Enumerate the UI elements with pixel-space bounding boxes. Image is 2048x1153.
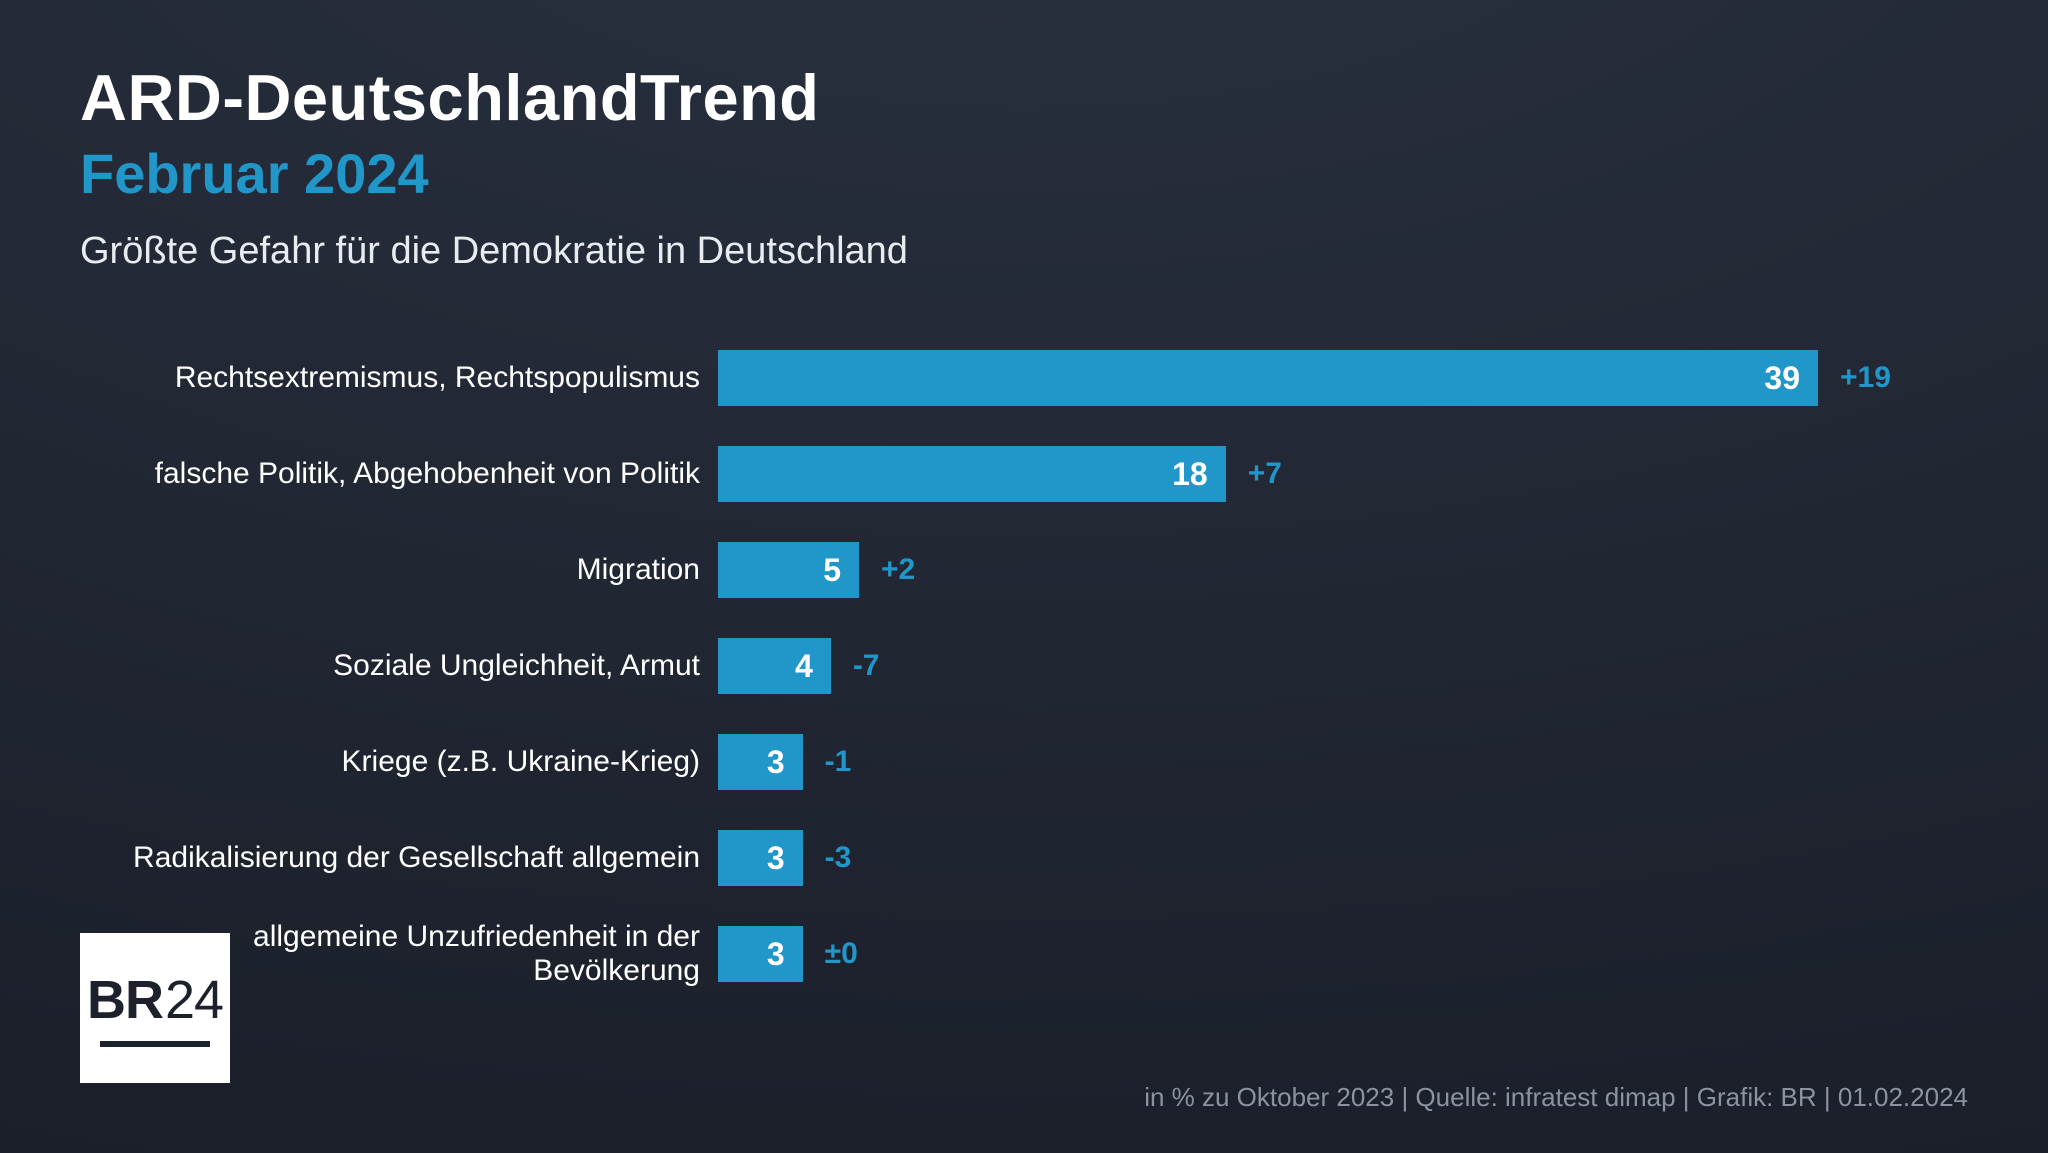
bar-track: 18+7 — [718, 446, 1968, 502]
bar: 3 — [718, 830, 803, 886]
bar-label: Rechtsextremismus, Rechtspopulismus — [80, 361, 718, 395]
bar: 3 — [718, 734, 803, 790]
chart-description: Größte Gefahr für die Demokratie in Deut… — [80, 230, 908, 273]
bar-label: Migration — [80, 553, 718, 587]
bar-label: Kriege (z.B. Ukraine-Krieg) — [80, 745, 718, 779]
bar: 39 — [718, 350, 1818, 406]
bar-track: 5+2 — [718, 542, 1968, 598]
logo-text: BR24 — [87, 969, 223, 1031]
bar-track: 3-1 — [718, 734, 1968, 790]
subtitle: Februar 2024 — [80, 141, 908, 206]
infographic-canvas: ARD-DeutschlandTrend Februar 2024 Größte… — [0, 0, 2048, 1153]
header: ARD-DeutschlandTrend Februar 2024 Größte… — [80, 60, 908, 273]
bar-label: Radikalisierung der Gesellschaft allgeme… — [80, 841, 718, 875]
bar-chart: Rechtsextremismus, Rechtspopulismus39+19… — [80, 350, 1968, 1022]
bar: 4 — [718, 638, 831, 694]
br24-logo: BR24 — [80, 933, 230, 1083]
delta-label: +19 — [1818, 350, 1891, 406]
bar-label: Soziale Ungleichheit, Armut — [80, 649, 718, 683]
delta-label: -3 — [803, 830, 852, 886]
delta-label: +2 — [859, 542, 915, 598]
main-title: ARD-DeutschlandTrend — [80, 60, 908, 135]
delta-label: +7 — [1226, 446, 1282, 502]
delta-label: ±0 — [803, 926, 858, 982]
chart-row: Rechtsextremismus, Rechtspopulismus39+19 — [80, 350, 1968, 406]
chart-row: allgemeine Unzufriedenheit in der Bevölk… — [80, 926, 1968, 982]
logo-sub: 24 — [165, 969, 223, 1031]
chart-row: Kriege (z.B. Ukraine-Krieg)3-1 — [80, 734, 1968, 790]
chart-row: Soziale Ungleichheit, Armut4-7 — [80, 638, 1968, 694]
bar: 3 — [718, 926, 803, 982]
chart-row: Migration5+2 — [80, 542, 1968, 598]
bar-track: 39+19 — [718, 350, 1968, 406]
footer-note: in % zu Oktober 2023 | Quelle: infratest… — [1144, 1082, 1968, 1113]
bar-label: falsche Politik, Abgehobenheit von Polit… — [80, 457, 718, 491]
bar: 5 — [718, 542, 859, 598]
delta-label: -1 — [803, 734, 852, 790]
bar-track: 4-7 — [718, 638, 1968, 694]
bar: 18 — [718, 446, 1226, 502]
chart-row: falsche Politik, Abgehobenheit von Polit… — [80, 446, 1968, 502]
chart-row: Radikalisierung der Gesellschaft allgeme… — [80, 830, 1968, 886]
bar-track: 3-3 — [718, 830, 1968, 886]
bar-track: 3±0 — [718, 926, 1968, 982]
delta-label: -7 — [831, 638, 880, 694]
logo-underline — [100, 1041, 210, 1047]
logo-main: BR — [87, 969, 163, 1031]
